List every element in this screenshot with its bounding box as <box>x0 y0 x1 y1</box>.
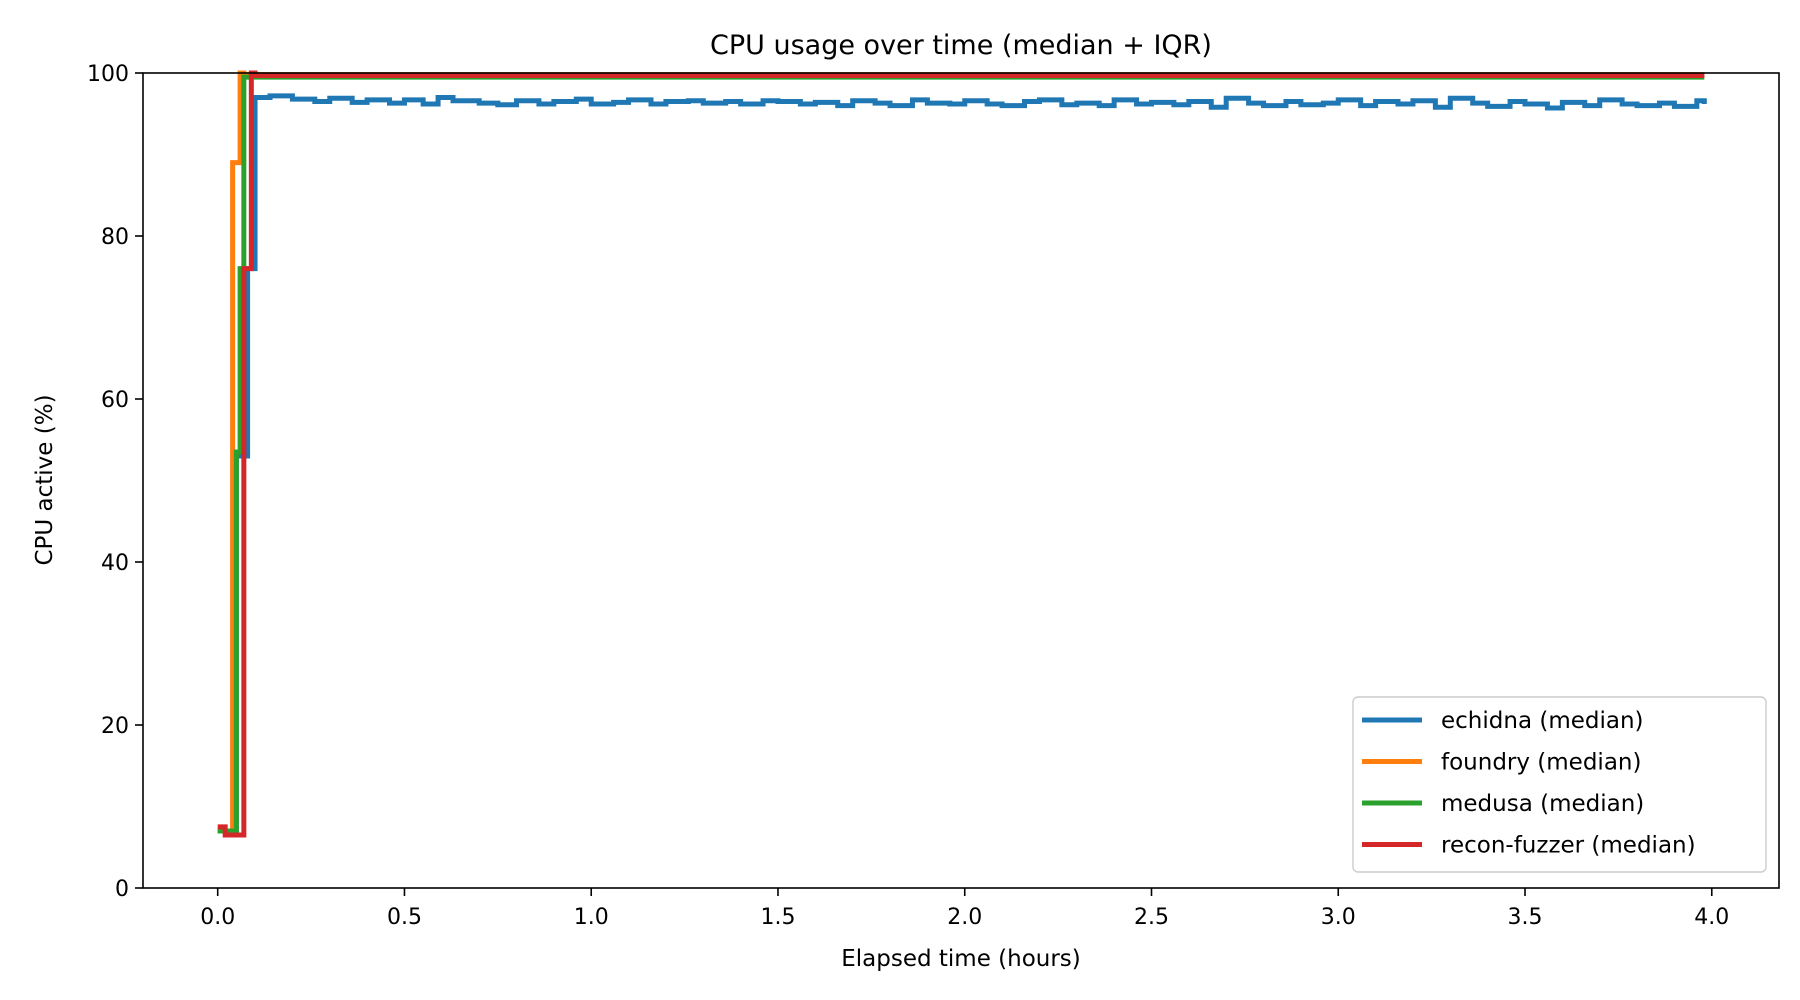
legend-items: echidna (median) foundry (median) medusa (… <box>1362 708 1696 859</box>
x-tick-label: 3.5 <box>1508 905 1543 930</box>
y-axis-label: CPU active (%) <box>32 394 58 565</box>
x-axis-label: Elapsed time (hours) <box>841 946 1081 972</box>
x-tick-label: 1.5 <box>760 905 795 930</box>
x-tick-label: 3.0 <box>1321 905 1356 930</box>
y-tick-label: 0 <box>115 877 129 902</box>
chart-title: CPU usage over time (median + IQR) <box>710 30 1212 61</box>
series-line-3 <box>217 70 1705 838</box>
y-tick-label: 100 <box>87 62 129 87</box>
legend: echidna (median) foundry (median) medusa (… <box>1352 696 1767 873</box>
y-tick-label: 60 <box>101 388 129 413</box>
y-axis-ticks: 0 20 40 60 80 100 <box>87 62 143 902</box>
legend-label-0: echidna (median) <box>1441 708 1644 734</box>
series-layer <box>217 70 1707 838</box>
legend-label-1: foundry (median) <box>1441 750 1641 776</box>
y-tick-label: 20 <box>101 714 129 739</box>
legend-box <box>1352 696 1767 873</box>
x-tick-label: 0.0 <box>200 905 235 930</box>
x-tick-label: 0.5 <box>387 905 422 930</box>
series-line-0 <box>217 93 1707 834</box>
y-tick-label: 80 <box>101 225 129 250</box>
x-tick-label: 1.0 <box>574 905 609 930</box>
plot-frame <box>142 72 1780 889</box>
x-axis-ticks: 0.0 0.5 1.0 1.5 2.0 2.5 3.0 3.5 4.0 <box>200 888 1729 930</box>
x-tick-label: 2.5 <box>1134 905 1169 930</box>
x-tick-label: 4.0 <box>1694 905 1729 930</box>
x-tick-label: 2.0 <box>947 905 982 930</box>
legend-label-3: recon-fuzzer (median) <box>1441 833 1696 859</box>
legend-label-2: medusa (median) <box>1441 791 1644 817</box>
y-tick-label: 40 <box>101 551 129 576</box>
